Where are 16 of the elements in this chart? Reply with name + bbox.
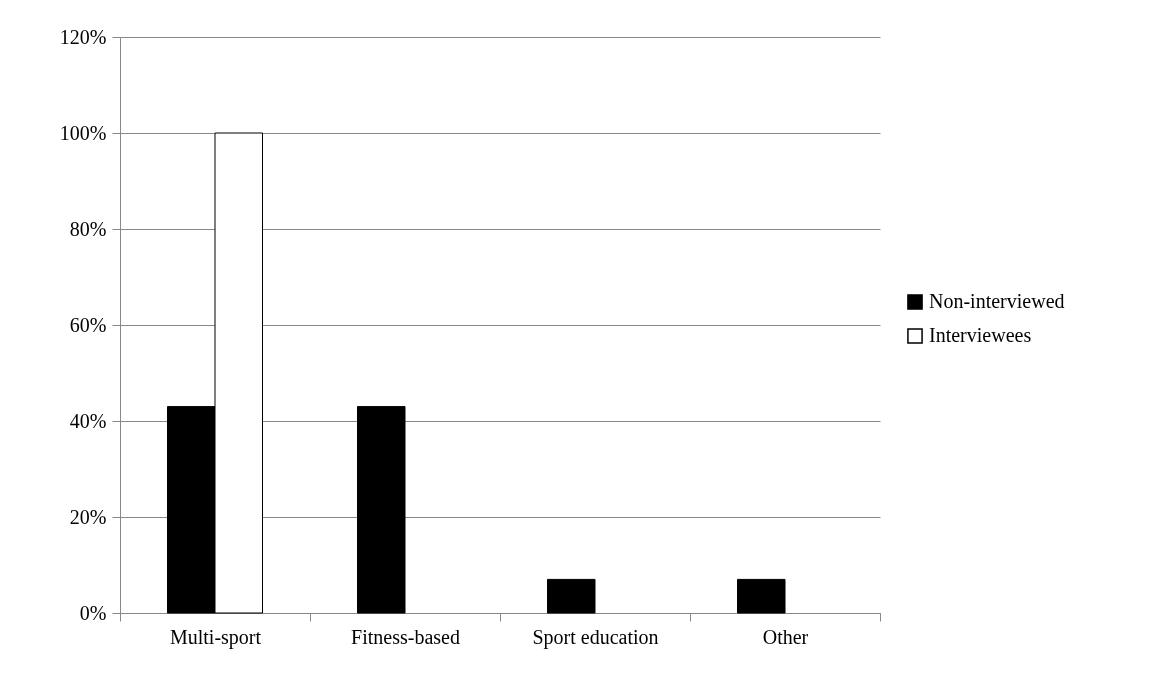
x-tick-label: Other — [762, 625, 809, 648]
y-tick-label: 0% — [79, 601, 107, 624]
bar — [547, 578, 596, 614]
legend-label: Interviewees — [929, 324, 1032, 346]
legend-label: Non-interviewed — [929, 290, 1065, 312]
y-tick-label: 60% — [69, 313, 107, 336]
bar — [737, 578, 786, 614]
bar — [357, 406, 406, 614]
y-tick-label: 40% — [69, 409, 107, 432]
y-tick-label: 100% — [59, 121, 107, 144]
x-tick-label: Multi-sport — [169, 625, 262, 649]
x-tick-label: Sport education — [532, 625, 659, 649]
y-tick-label: 20% — [69, 505, 107, 528]
y-tick-label: 120% — [59, 25, 107, 48]
x-tick-label: Fitness-based — [351, 625, 460, 648]
y-tick-label: 80% — [69, 217, 107, 240]
